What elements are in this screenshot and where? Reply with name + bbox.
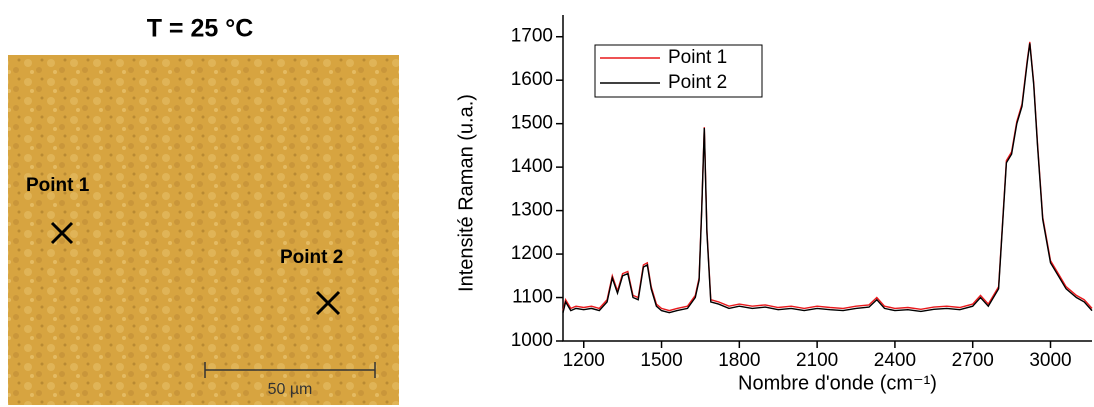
y-tick-label: 1700	[511, 26, 553, 47]
spectrum-line	[562, 43, 1093, 314]
x-tick-label: 2100	[796, 350, 838, 371]
x-tick-label: 1800	[718, 350, 760, 371]
micrograph	[8, 55, 399, 405]
y-tick-label: 1300	[511, 200, 553, 221]
x-axis-label: Nombre d'onde (cm⁻¹)	[738, 372, 937, 394]
y-axis-label: Intensité Raman (u.a.)	[455, 94, 477, 292]
y-tick-label: 1600	[511, 69, 553, 90]
point-marker	[315, 290, 341, 316]
x-tick-label: 1500	[640, 350, 682, 371]
legend-box	[594, 44, 763, 98]
x-tick-label: 3000	[1029, 350, 1071, 371]
micrograph-panel: T = 25 °C Point 1 Point 2 50 µm	[8, 15, 399, 405]
point-label: Point 2	[280, 247, 343, 268]
point-label: Point 1	[26, 175, 90, 196]
y-tick-label: 1000	[511, 330, 553, 351]
x-tick-label: 1200	[563, 350, 605, 371]
scale-label: 50 µm	[268, 381, 313, 398]
y-tick-label: 1400	[511, 156, 553, 177]
legend-label: Point 2	[668, 72, 727, 93]
y-tick-label: 1200	[511, 243, 553, 264]
point-marker	[50, 221, 74, 245]
legend-label: Point 1	[668, 47, 727, 68]
y-tick-label: 1500	[511, 113, 553, 134]
panel-title: T = 25 °C	[147, 15, 254, 43]
scale-bar	[204, 362, 376, 378]
x-tick-label: 2400	[874, 350, 916, 371]
y-tick-label: 1100	[512, 287, 553, 308]
x-tick-label: 2700	[952, 350, 994, 371]
